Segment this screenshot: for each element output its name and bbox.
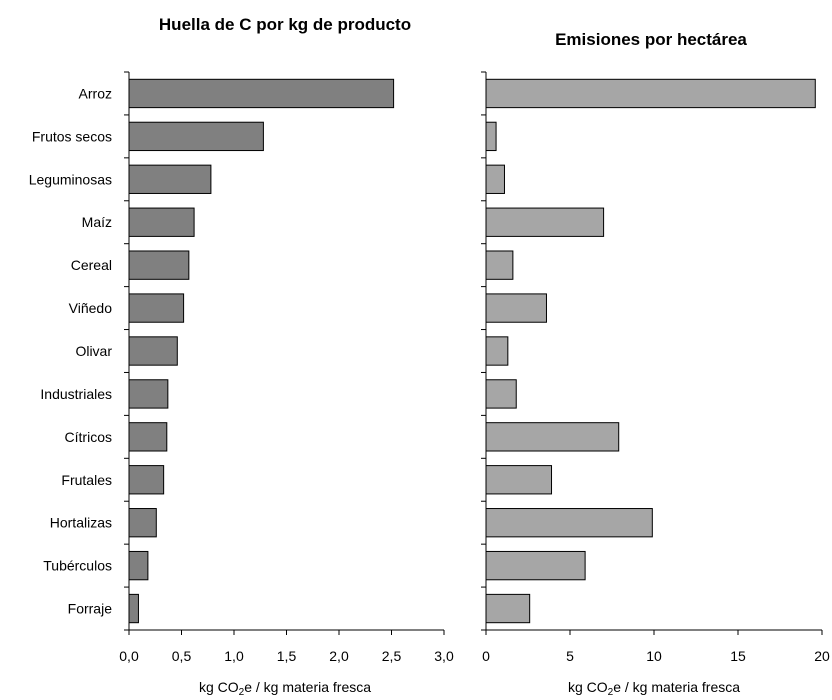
bar-right-8 [485,422,620,452]
x-axis-label-right-subscript: 2 [607,687,614,698]
bar-left-4 [128,250,190,280]
bar-right-3 [485,207,605,237]
category-label-7: Industriales [40,386,112,402]
bar-left-7 [128,379,169,409]
x-axis-label-left-part1: kg CO [198,679,239,695]
chart-title-right: Emisiones por hectárea [555,30,747,49]
bar-left-5 [128,293,185,323]
category-label-10: Hortalizas [50,515,112,531]
x-axis-label-right-part1: kg CO [567,679,608,695]
x-axis-label-left-part2: e / kg materia fresca [244,679,372,695]
x-tick-label-left-1: 0,5 [172,648,192,664]
category-label-11: Tubérculos [43,558,112,574]
category-label-0: Arroz [79,85,112,101]
bar-left-8 [128,422,168,452]
bar-right-5 [485,293,547,323]
bar-right-9 [485,465,553,495]
x-tick-label-left-4: 2,0 [329,648,349,664]
category-label-12: Forraje [68,601,113,617]
category-label-8: Cítricos [65,429,112,445]
x-axis-label-left-subscript: 2 [238,687,245,698]
category-label-5: Viñedo [69,300,113,316]
x-tick-label-right-0: 0 [482,648,490,664]
x-axis-label-left: kg CO2e / kg materia fresca [120,679,450,698]
bar-left-9 [128,465,165,495]
bar-left-2 [128,164,212,194]
x-tick-label-right-4: 20 [814,648,830,664]
category-label-6: Olivar [75,343,112,359]
category-label-3: Maíz [82,214,112,230]
bar-right-12 [485,593,531,624]
x-tick-label-left-0: 0,0 [119,648,139,664]
bar-right-6 [485,336,509,366]
category-label-4: Cereal [71,257,112,273]
category-label-1: Frutos secos [32,128,112,144]
category-label-9: Frutales [61,472,112,488]
x-tick-label-left-3: 1,5 [277,648,297,664]
bar-right-0 [485,78,816,109]
category-label-2: Leguminosas [29,171,112,187]
bar-right-2 [485,164,505,194]
x-tick-label-right-1: 5 [566,648,574,664]
bar-left-3 [128,207,195,237]
chart-title-left: Huella de C por kg de producto [158,15,412,34]
x-tick-label-left-6: 3,0 [434,648,454,664]
bar-left-12 [128,593,139,624]
x-tick-label-right-2: 10 [646,648,662,664]
bar-left-1 [128,121,264,152]
x-axis-label-right-part2: e / kg materia fresca [613,679,741,695]
bar-right-7 [485,379,517,409]
bar-right-11 [485,550,586,581]
bar-right-4 [485,250,514,280]
x-tick-label-left-5: 2,5 [382,648,402,664]
bar-right-10 [485,508,653,538]
bar-left-10 [128,508,157,538]
bar-right-1 [485,121,497,152]
bar-left-0 [128,78,395,109]
bar-left-6 [128,336,178,366]
bar-left-11 [128,550,149,581]
x-axis-label-right: kg CO2e / kg materia fresca [486,679,822,698]
x-tick-label-left-2: 1,0 [224,648,244,664]
x-tick-label-right-3: 15 [730,648,746,664]
